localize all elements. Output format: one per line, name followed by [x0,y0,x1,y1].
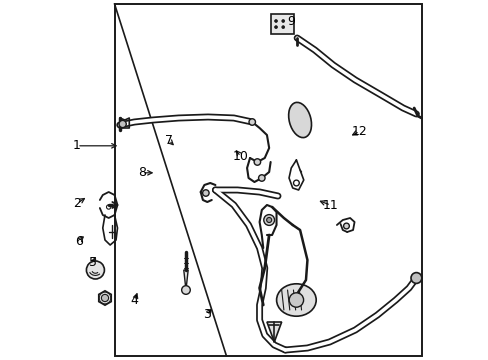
Circle shape [281,26,284,28]
Circle shape [274,26,277,28]
Circle shape [343,223,348,229]
Circle shape [266,217,271,222]
Circle shape [101,294,108,302]
Text: 11: 11 [323,199,338,212]
Circle shape [86,261,104,279]
Bar [114,4,421,356]
Polygon shape [99,291,111,305]
Text: 8: 8 [138,166,145,179]
Text: 3: 3 [203,309,210,321]
Polygon shape [266,322,281,342]
Text: 1: 1 [73,139,81,152]
Circle shape [263,215,274,225]
Circle shape [181,286,190,294]
Ellipse shape [288,102,311,138]
Bar [270,14,293,33]
Circle shape [258,175,264,181]
Circle shape [254,159,260,165]
Text: 7: 7 [164,134,173,147]
Text: 9: 9 [287,15,295,28]
Text: 12: 12 [351,125,367,138]
Circle shape [202,190,209,196]
Text: 6: 6 [75,235,82,248]
Circle shape [119,120,126,127]
Text: 5: 5 [89,256,97,269]
Circle shape [248,119,255,125]
Circle shape [281,19,284,22]
Circle shape [288,293,303,307]
Circle shape [274,19,277,22]
Circle shape [410,273,421,283]
Text: 4: 4 [130,294,139,307]
Text: 10: 10 [232,150,248,163]
Ellipse shape [276,284,316,316]
Text: 2: 2 [73,197,81,210]
Polygon shape [183,270,188,290]
